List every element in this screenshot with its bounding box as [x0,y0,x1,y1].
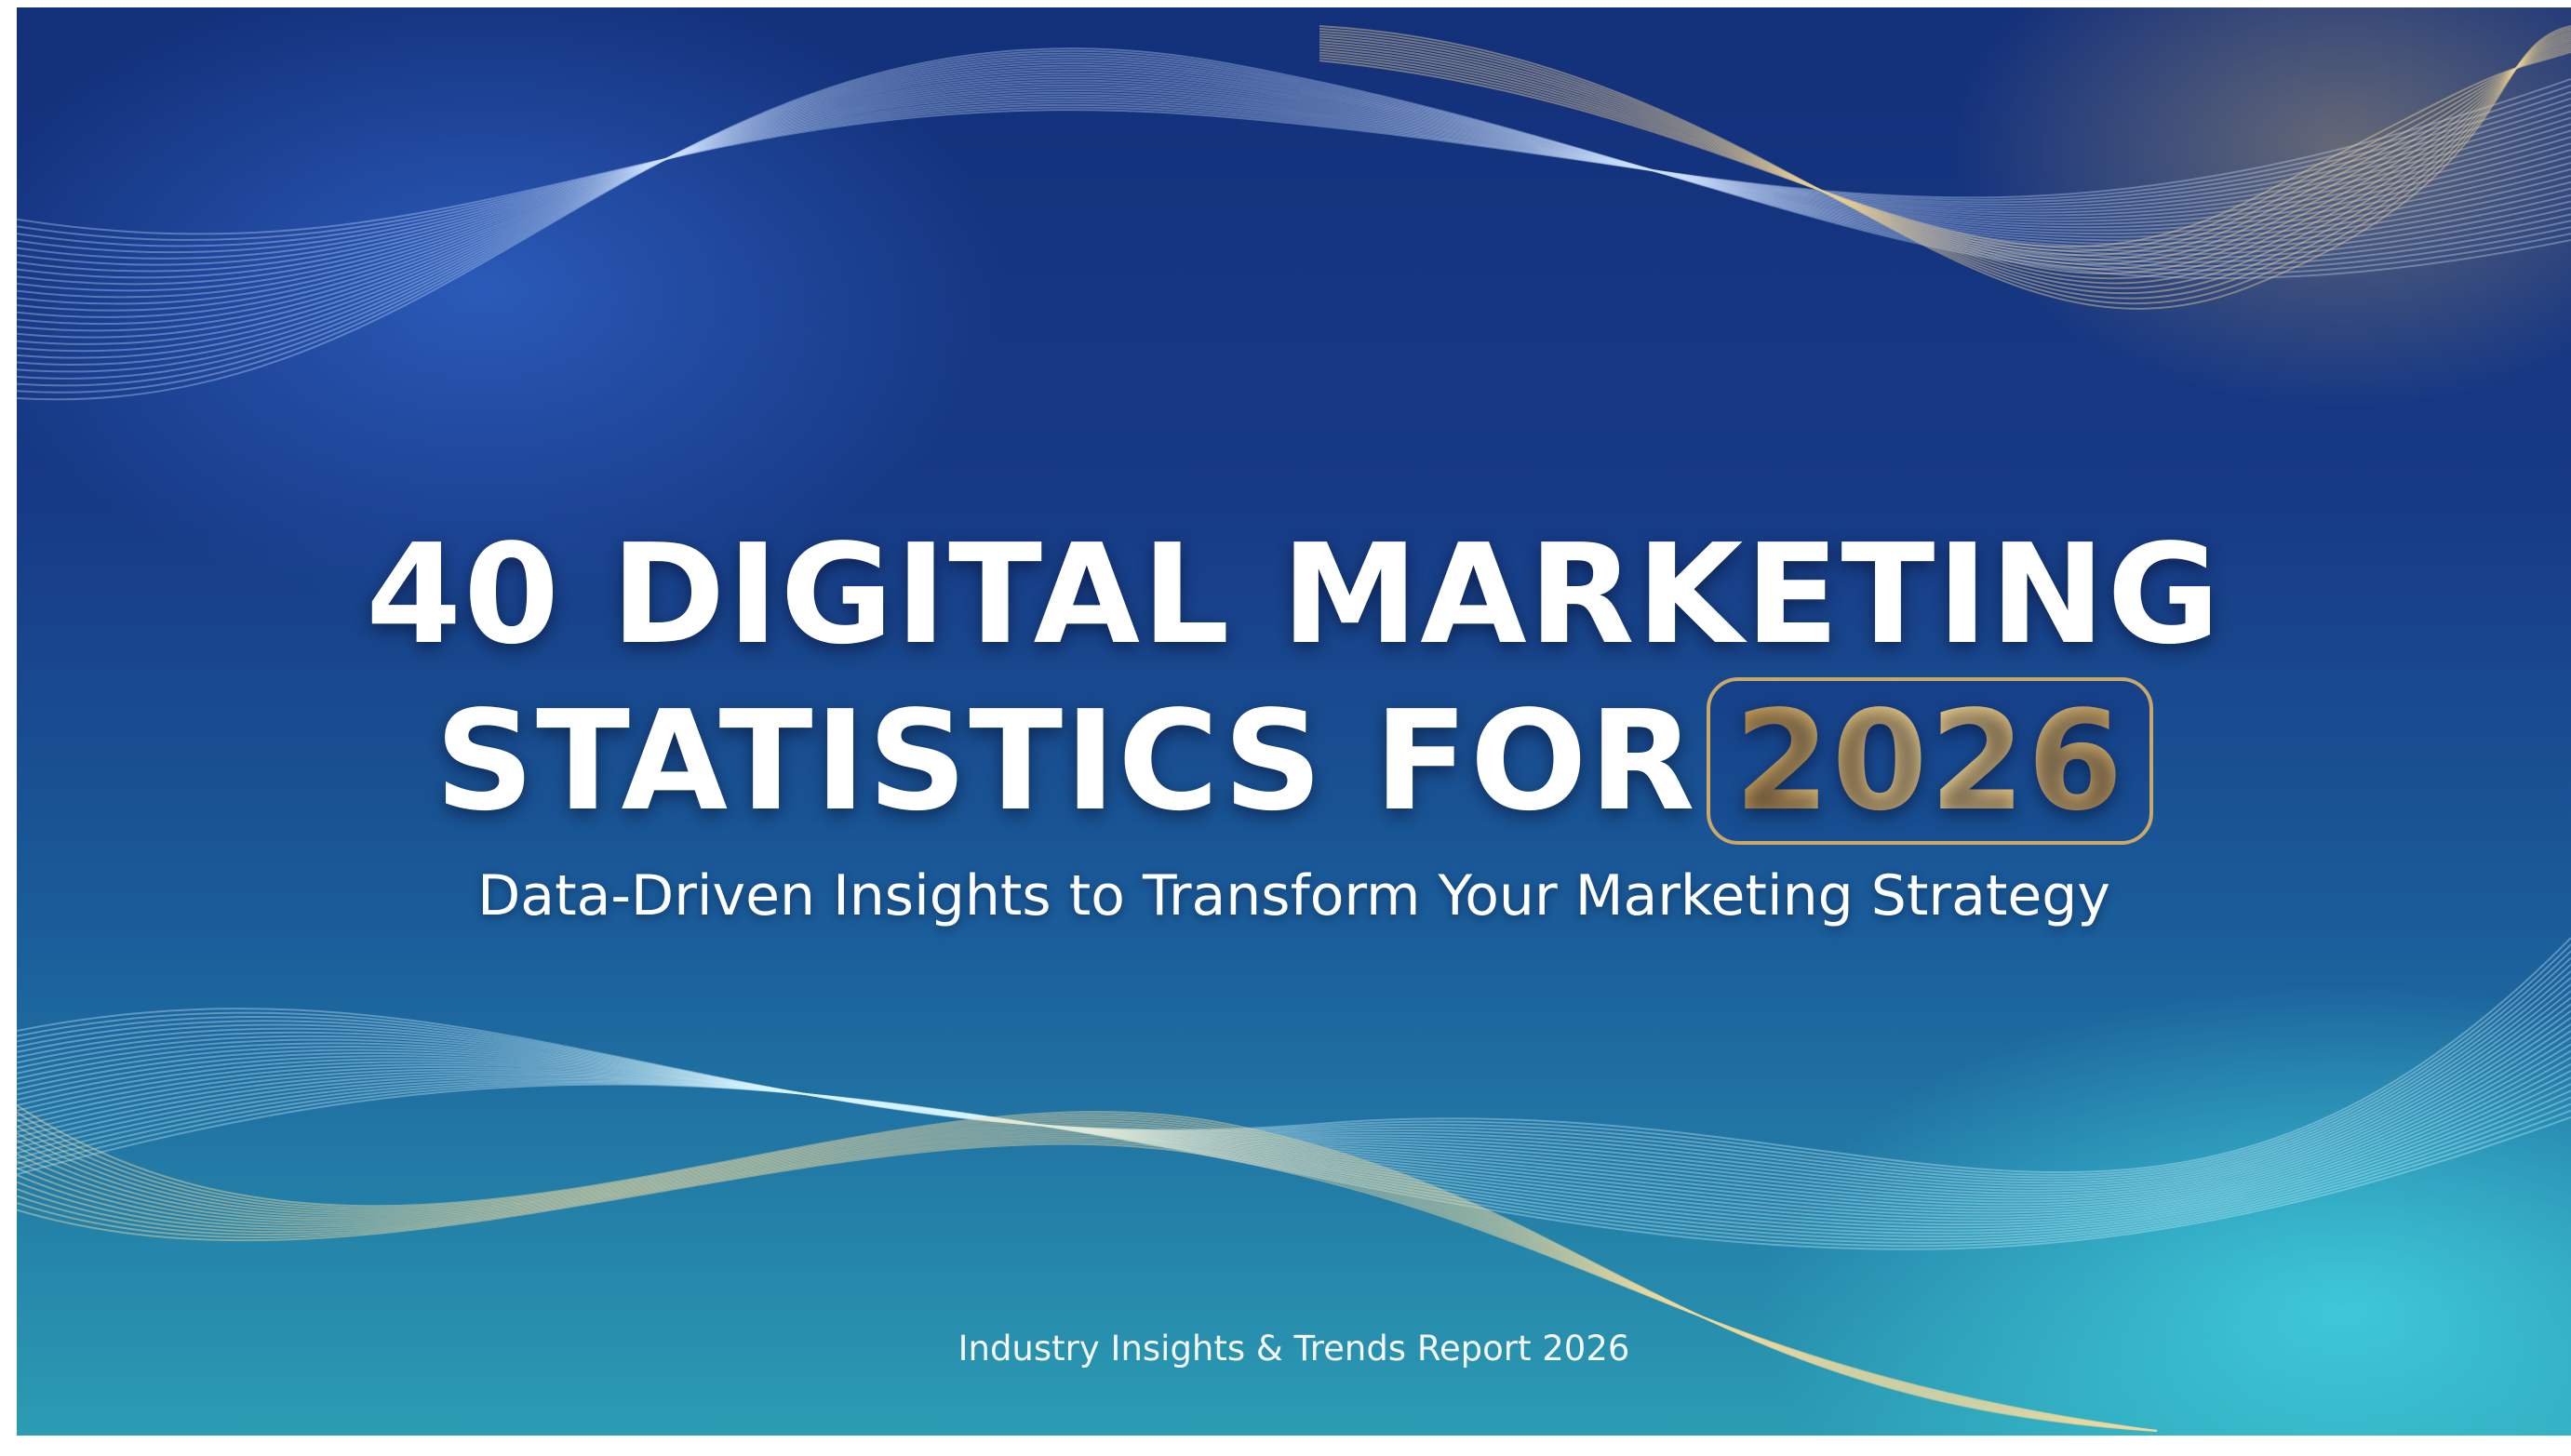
wave-line [17,1117,2158,1432]
wave-line [17,84,2571,299]
wave-line [17,49,2571,394]
wave-line [17,1003,2571,1200]
wave-line [17,69,2571,339]
wave-line [17,1081,2571,1244]
wave-line [1319,39,2571,274]
wave-line [17,1079,2571,1241]
wave-line [17,57,2571,373]
wave-line [17,79,2571,312]
wave-line [17,1132,2158,1432]
wave-line [17,60,2571,366]
wave-line [17,87,2571,292]
wave-line [17,76,2571,318]
wave-line [1319,27,2571,305]
wave-line [17,1069,2571,1229]
wave-line [17,950,2571,1179]
wave-line [17,1009,2571,1203]
year-badge-text: 2026 [1734,681,2125,841]
wave-line [1319,43,2571,266]
wave-line [1319,45,2571,261]
wave-line [1319,34,2571,285]
wave-line [17,74,2571,325]
wave-line [1319,29,2571,300]
wave-line [17,1030,2571,1211]
wave-line [17,64,2571,353]
footer-caption: Industry Insights & Trends Report 2026 [957,1329,1630,1369]
wave-line [1319,33,2571,289]
cover-banner: 40 DIGITAL MARKETING STATISTICS FOR 2026 … [17,7,2571,1436]
wave-line [17,90,2571,247]
title-line-1: 40 DIGITAL MARKETING [366,514,2222,675]
wave-line [17,55,2571,380]
wave-line [17,1128,2158,1432]
subtitle: Data-Driven Insights to Transform Your M… [477,863,2110,928]
wave-line [1319,25,2571,310]
wave-line [17,96,2571,266]
wave-line [1319,36,2571,280]
wave-line [17,1076,2571,1235]
wave-line [17,47,2571,401]
wave-line [17,1139,2158,1432]
wave-line [17,983,2571,1192]
wave-line [17,1083,2571,1250]
wave-line [1319,47,2571,257]
wave-line [17,1142,2158,1432]
wave-line [17,1075,2571,1232]
wave-line [17,1043,2571,1217]
wave-line [17,963,2571,1184]
wave-line [17,1119,2158,1432]
wave-line [17,990,2571,1195]
wave-line [17,937,2571,1174]
wave-line [17,94,2571,273]
wave-line [17,97,2571,254]
wave-line [17,1129,2158,1432]
wave-line [17,91,2571,279]
wave-line [17,1023,2571,1209]
wave-line [17,62,2571,359]
wave-line [17,956,2571,1182]
wave-line [1319,31,2571,295]
wave-line [17,1062,2571,1226]
wave-line [17,1056,2571,1222]
wave-line [17,1111,2158,1432]
wave-line [17,1016,2571,1206]
wave-line [17,99,2571,260]
wave-line [17,1124,2158,1432]
title-line-2-text: STATISTICS FOR [435,681,1697,841]
wave-line [17,1126,2158,1432]
wave-line [17,77,2571,235]
wave-line [17,1049,2571,1220]
wave-line [17,67,2571,345]
wave-line [17,89,2571,286]
wave-line [17,1141,2158,1432]
wave-line [17,1077,2571,1238]
wave-line [17,1036,2571,1214]
title-line-2: STATISTICS FOR 2026 [17,677,2571,845]
wave-line [17,1082,2571,1248]
wave-line [1319,41,2571,270]
decorative-waves [17,25,2571,1432]
wave-line [1319,50,2571,248]
wave-line [17,1115,2158,1432]
wave-line [17,52,2571,387]
wave-line [17,996,2571,1197]
wave-line [17,1121,2158,1432]
wave-line [17,969,2571,1187]
wave-line [17,84,2571,241]
wave-line [1319,48,2571,252]
wave-line [17,72,2571,332]
wave-line [17,943,2571,1176]
wave-line [17,1134,2158,1432]
wave-line [17,82,2571,305]
year-badge: 2026 [1706,677,2153,845]
wave-line [17,1104,2158,1432]
wave-line [17,977,2571,1189]
wave-line [17,1136,2158,1432]
